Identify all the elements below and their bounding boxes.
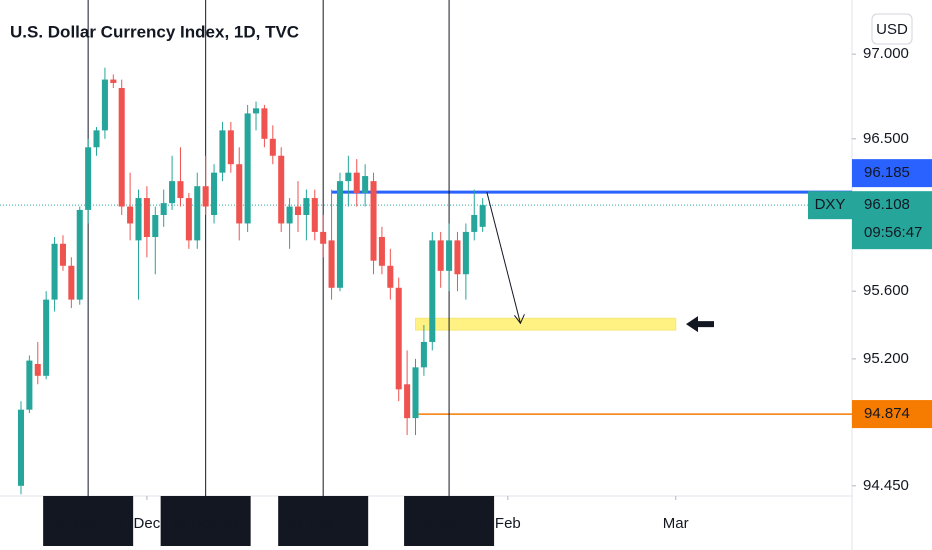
candle-body (160, 203, 167, 215)
candle-body (454, 240, 461, 275)
currency-box[interactable] (871, 13, 913, 45)
zone (415, 317, 677, 331)
candle-body (135, 198, 142, 241)
candle-body (261, 108, 268, 139)
y-tick-label: 95.600 (863, 282, 909, 299)
candle-body (336, 181, 343, 288)
candle-body (244, 113, 251, 224)
candle-body (345, 172, 352, 182)
candle-body (328, 240, 335, 288)
symbol-label: DXY (815, 196, 846, 213)
candle-body (412, 367, 419, 419)
symbol-box (808, 191, 852, 220)
x-tick-highlight (278, 496, 369, 546)
candle-body (370, 181, 377, 261)
chart-title: U.S. Dollar Currency Index, 1D, TVC (10, 22, 299, 41)
candle-body (353, 172, 360, 193)
x-tick-label: 10 Dec '21 (170, 515, 241, 532)
candle-body (479, 205, 486, 227)
candle-body (227, 130, 234, 165)
candle-body (387, 265, 394, 288)
candle-body (294, 206, 302, 215)
candle-body (17, 409, 25, 486)
price-line-label-box (852, 400, 932, 429)
candle-body (152, 214, 159, 237)
candle-body (26, 360, 33, 410)
candle-body (395, 287, 402, 390)
x-tick-label: 22 Nov '21 (53, 515, 124, 532)
price-line-label: 94.874 (864, 405, 910, 422)
candle-body (278, 155, 285, 224)
x-tick-label: Mar (663, 515, 689, 532)
y-tick-label: 97.000 (863, 45, 909, 62)
candle-body (194, 186, 201, 241)
candle-body (76, 209, 83, 300)
countdown: 09:56:47 (864, 224, 922, 241)
candle-body (51, 243, 58, 300)
price-line-label: 96.185 (864, 164, 910, 181)
last-price-label: 96.108 (864, 196, 910, 213)
price-line-label-box (852, 159, 932, 188)
candle-body (378, 236, 385, 266)
candle-body (420, 341, 427, 368)
candle-body (202, 186, 209, 207)
candle-body (236, 164, 243, 224)
x-tick-label: 31 Dec '21 (288, 515, 359, 532)
x-tick-label: 21 Jan '22 (415, 515, 484, 532)
candle-body (68, 265, 75, 300)
candle-body (362, 176, 369, 193)
candle-body (252, 108, 260, 114)
trend-arrow-head (514, 314, 525, 325)
trend-arrow (486, 192, 521, 324)
last-price-box (852, 191, 932, 250)
candle-body (34, 363, 41, 376)
candle-body (320, 231, 327, 244)
y-tick-label: 94.450 (863, 477, 909, 494)
candle-body (303, 198, 310, 215)
candle-body (269, 138, 276, 156)
candle-body (118, 88, 125, 207)
candle-body (462, 231, 469, 275)
candle-body (429, 240, 436, 342)
candle-body (404, 384, 411, 419)
candle-body (43, 299, 50, 376)
x-tick-label: Dec (134, 515, 161, 532)
candle-body (177, 181, 184, 199)
currency: USD (876, 21, 908, 38)
candle-body (143, 198, 150, 237)
candle-body (59, 243, 66, 266)
x-tick-highlight (160, 496, 251, 546)
plot-area (0, 0, 852, 496)
candle-body (85, 147, 92, 210)
candle-body (110, 79, 117, 83)
candle-body (471, 214, 478, 232)
x-tick-highlight (404, 496, 495, 546)
candle-body (219, 130, 226, 173)
y-tick-label: 95.200 (863, 350, 909, 367)
candle-body (101, 79, 108, 131)
candle-body (286, 206, 293, 224)
candle-body (211, 172, 218, 215)
candle-body (311, 198, 318, 232)
candle-body (93, 130, 100, 148)
candle-body (185, 198, 192, 241)
x-tick-label: Feb (495, 515, 521, 532)
candle-body (127, 206, 134, 224)
candle-body (437, 240, 444, 271)
pointer-arrow (686, 316, 714, 333)
y-tick-label: 96.500 (863, 130, 909, 147)
candle-body (169, 181, 176, 204)
candle-body (446, 240, 453, 271)
x-tick-highlight (43, 496, 134, 546)
